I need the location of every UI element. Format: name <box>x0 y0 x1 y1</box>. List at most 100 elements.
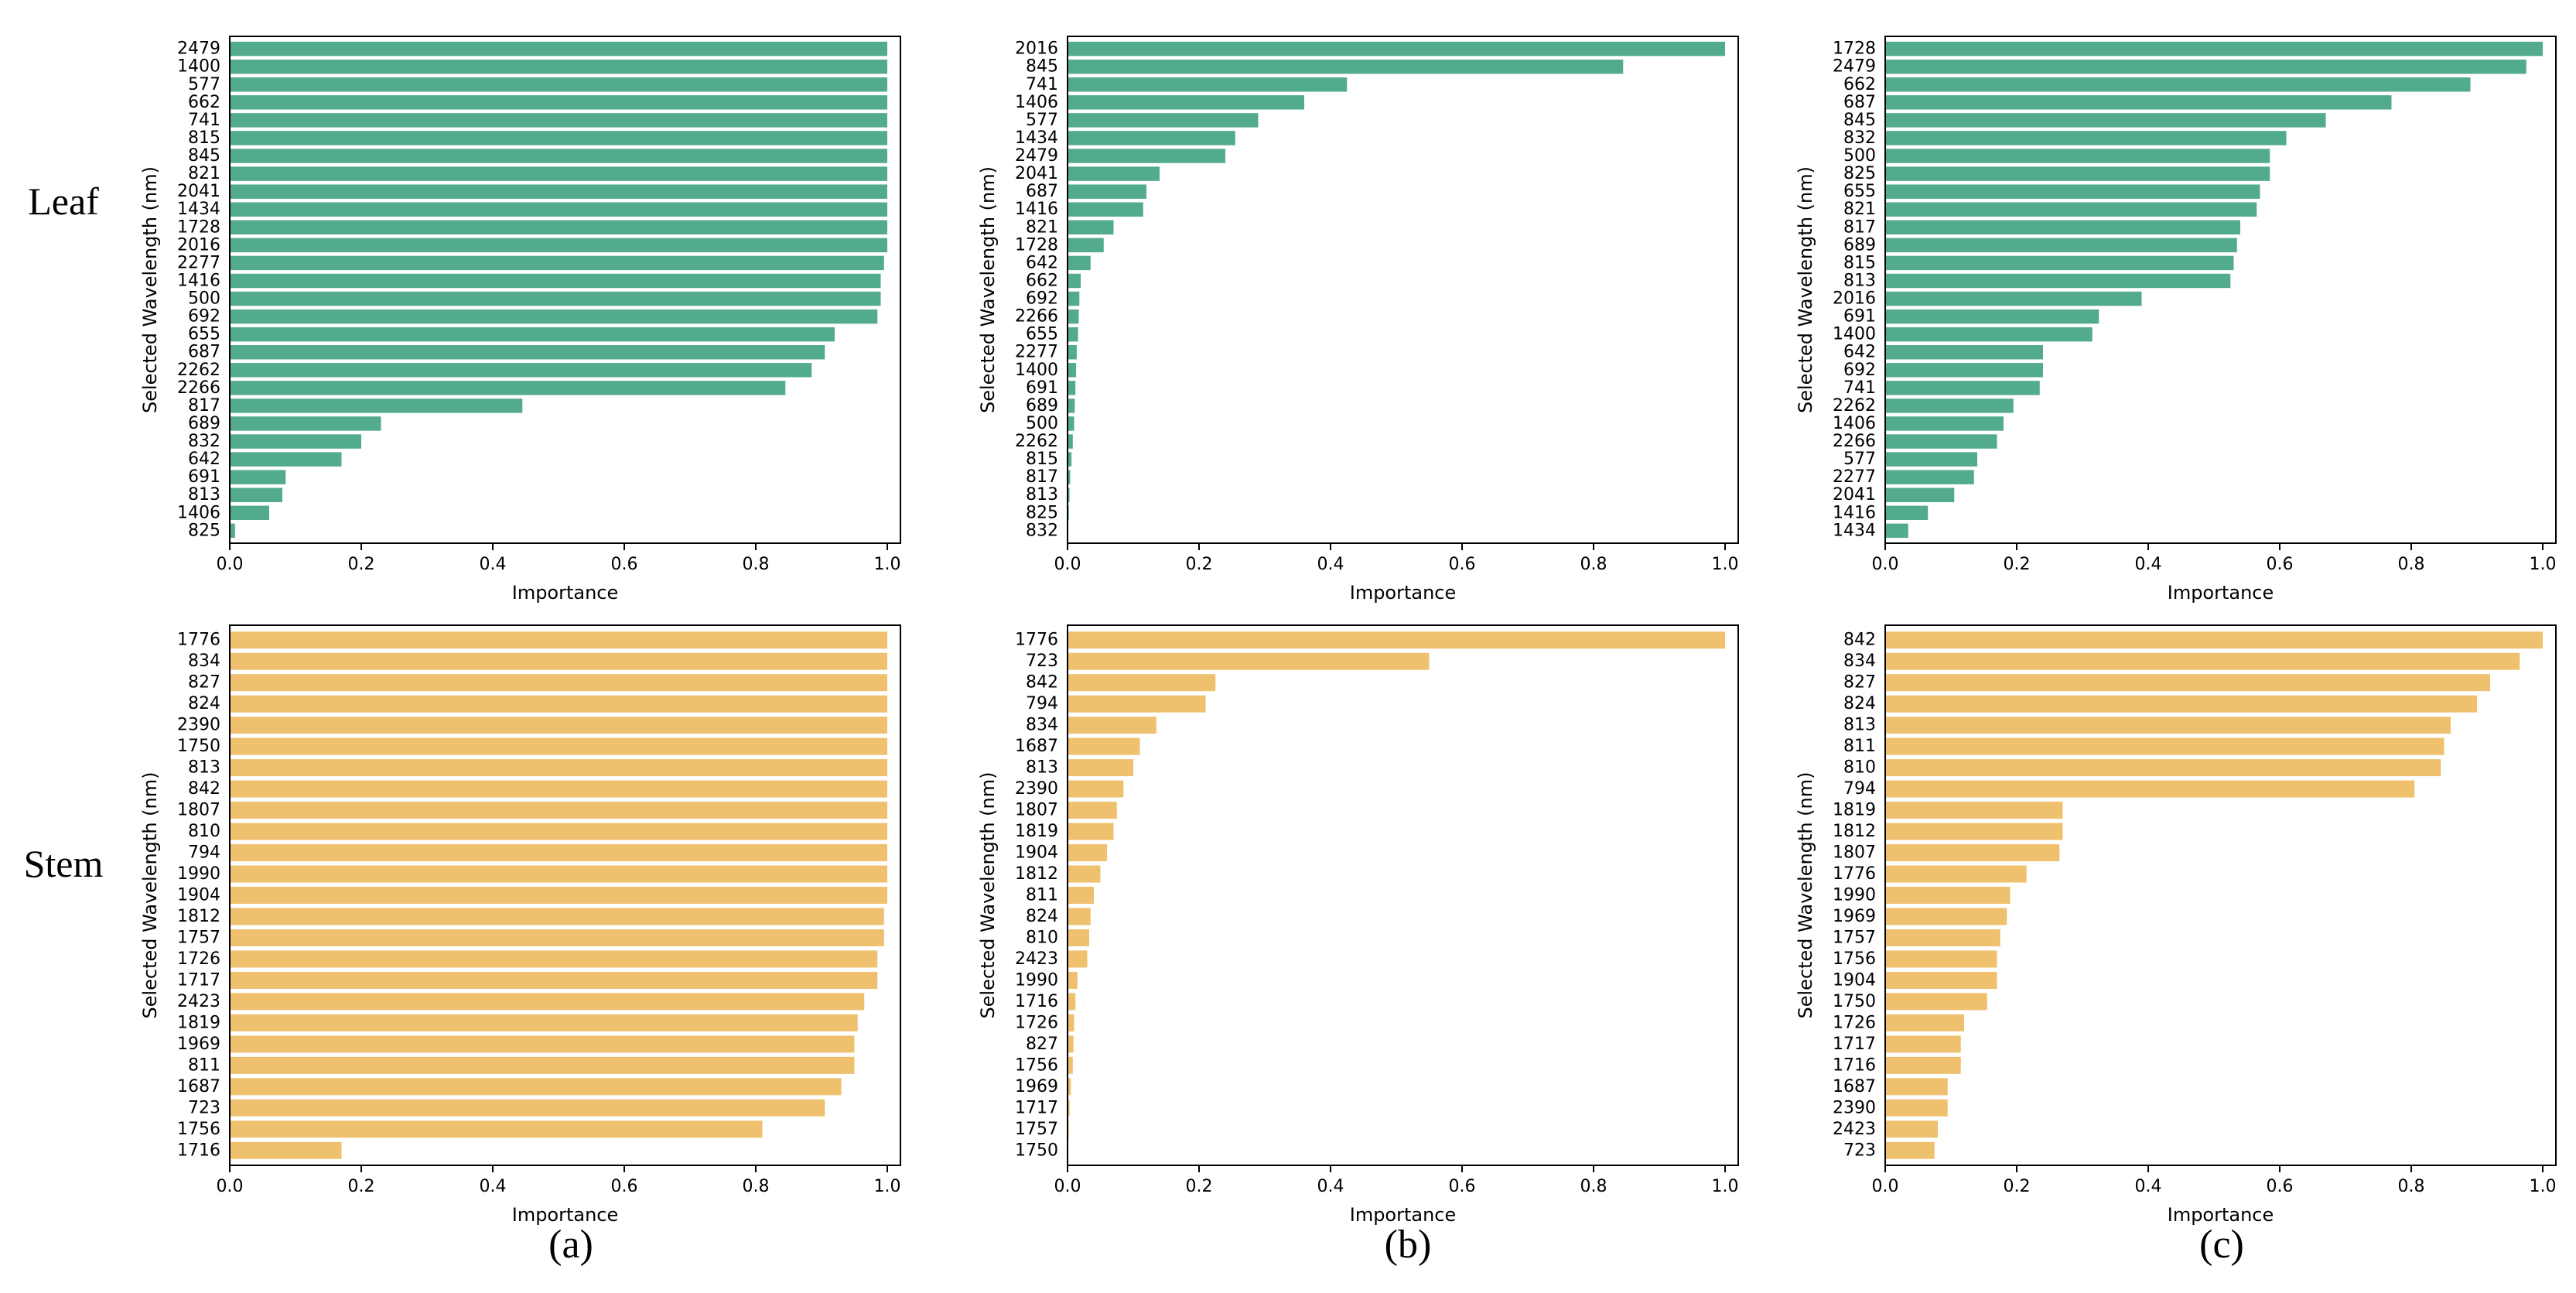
bar <box>230 309 878 324</box>
bar <box>1068 452 1072 467</box>
chart-panel-leaf-b: 2016845741140657714342479204168714168211… <box>977 36 1739 604</box>
y-axis-label: Selected Wavelength (nm) <box>977 772 999 1019</box>
category-label: 1757 <box>1833 928 1876 947</box>
bar <box>1885 273 2231 289</box>
x-tick-label: 0.0 <box>217 1177 244 1196</box>
category-label: 813 <box>1843 716 1876 735</box>
category-label: 1726 <box>1015 1013 1058 1032</box>
category-label: 1728 <box>1833 39 1876 59</box>
category-label: 813 <box>1843 271 1876 290</box>
category-label: 1750 <box>177 737 220 756</box>
category-label: 1687 <box>1015 737 1058 756</box>
category-label: 1776 <box>177 631 220 650</box>
panel-label-b: (b) <box>1385 1223 1432 1267</box>
category-label: 1717 <box>177 970 220 990</box>
bar <box>1068 41 1725 56</box>
category-label: 2262 <box>177 361 220 380</box>
bar <box>1068 1099 1070 1117</box>
category-label: 500 <box>188 289 220 309</box>
x-tick-label: 0.6 <box>1449 1177 1476 1196</box>
category-label: 2479 <box>1833 57 1876 77</box>
category-label: 811 <box>1026 886 1058 905</box>
bar <box>1068 59 1624 74</box>
bar <box>1885 166 2270 181</box>
category-label: 824 <box>188 694 220 713</box>
bar <box>1885 1141 1935 1159</box>
bar <box>230 434 361 449</box>
category-label: 692 <box>1843 361 1876 380</box>
category-label: 1756 <box>1833 949 1876 969</box>
bar <box>1885 780 2415 798</box>
bar <box>1068 95 1304 110</box>
bar <box>230 1120 763 1138</box>
x-tick-label: 0.2 <box>2004 555 2031 574</box>
category-label: 500 <box>1843 146 1876 166</box>
category-label: 1757 <box>1015 1120 1058 1139</box>
category-label: 2277 <box>1833 467 1876 487</box>
bar <box>230 184 887 199</box>
plot-frame <box>229 36 901 544</box>
panel-label-c: (c) <box>2199 1223 2244 1267</box>
bar <box>1068 631 1725 649</box>
category-label: 794 <box>1843 779 1876 799</box>
bar <box>1885 452 1977 467</box>
category-label: 815 <box>1843 253 1876 272</box>
category-label: 821 <box>1843 200 1876 219</box>
category-label: 723 <box>188 1098 220 1117</box>
category-label: 1434 <box>1833 521 1876 540</box>
bar <box>1885 184 2260 199</box>
bar <box>1068 238 1104 253</box>
bar <box>230 131 887 145</box>
bar <box>1885 523 1908 539</box>
bar <box>1885 41 2543 56</box>
bar <box>230 674 887 692</box>
x-tick-label: 0.8 <box>743 555 770 574</box>
category-label: 1807 <box>1833 843 1876 863</box>
category-label: 1819 <box>177 1013 220 1032</box>
bar <box>230 255 884 271</box>
category-label: 834 <box>188 652 220 671</box>
bar <box>230 363 812 378</box>
category-label: 689 <box>188 414 220 433</box>
bar <box>1885 399 2014 413</box>
bar <box>1068 77 1348 92</box>
category-label: 1990 <box>1833 886 1876 905</box>
x-tick-label: 0.2 <box>348 555 375 574</box>
category-label: 1819 <box>1833 801 1876 820</box>
bar <box>1068 1056 1073 1074</box>
x-axis-label: Importance <box>512 1204 619 1226</box>
category-label: 832 <box>1843 128 1876 148</box>
bar <box>1885 327 2093 342</box>
x-tick-label: 0.2 <box>1186 555 1213 574</box>
bar <box>230 202 887 217</box>
category-label: 1416 <box>1833 503 1876 522</box>
bar <box>230 416 381 431</box>
plot-frame <box>1067 36 1739 544</box>
category-label: 692 <box>1026 289 1058 309</box>
category-label: 827 <box>188 673 220 693</box>
category-label: 817 <box>188 396 220 416</box>
category-label: 1812 <box>177 907 220 926</box>
bar <box>230 77 887 92</box>
bar <box>1068 1014 1074 1031</box>
category-label: 825 <box>1026 503 1058 522</box>
category-label: 2262 <box>1833 396 1876 416</box>
bar <box>1885 220 2240 235</box>
category-label: 821 <box>1026 217 1058 237</box>
bar <box>230 737 887 755</box>
category-label: 1687 <box>177 1077 220 1096</box>
category-label: 824 <box>1026 907 1058 926</box>
bar <box>1885 77 2471 92</box>
y-axis-label: Selected Wavelength (nm) <box>1795 772 1816 1019</box>
bar <box>230 802 887 819</box>
bar <box>1068 950 1088 968</box>
category-label: 1400 <box>1015 361 1058 380</box>
category-label: 1756 <box>177 1120 220 1139</box>
category-label: 813 <box>188 485 220 505</box>
bar <box>1885 131 2287 145</box>
bar <box>1885 344 2043 360</box>
category-label: 842 <box>1026 673 1058 693</box>
category-label: 2266 <box>177 378 220 398</box>
